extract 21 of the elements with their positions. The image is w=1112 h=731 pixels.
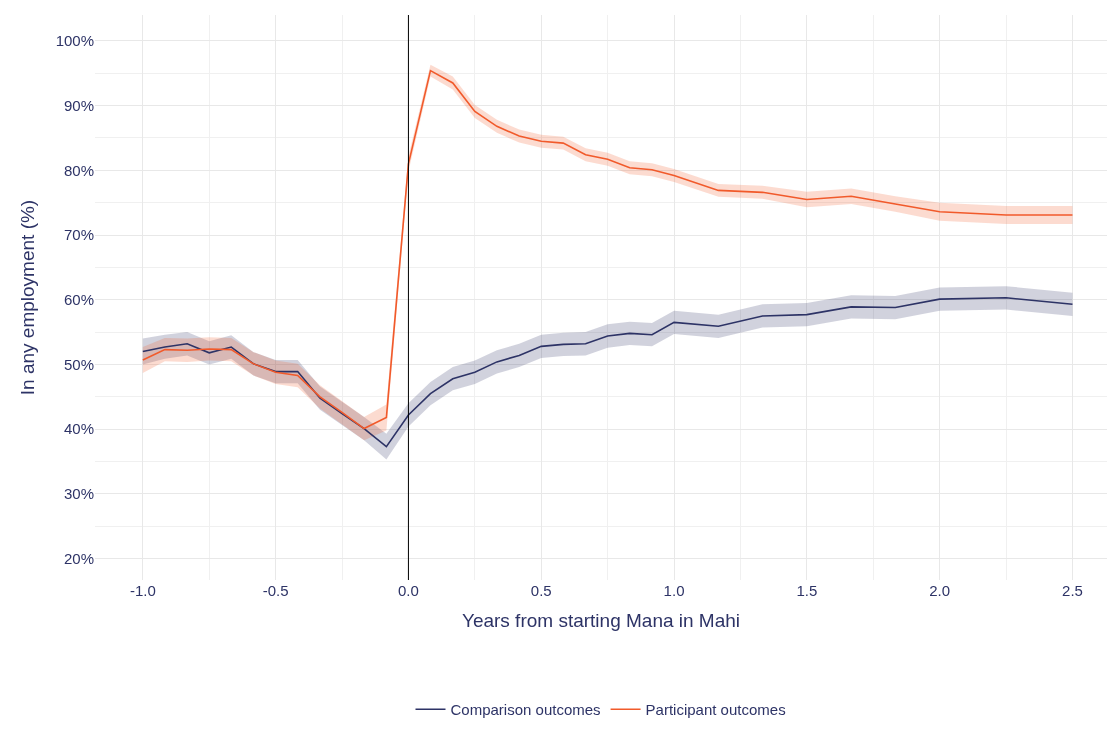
x-tick-label: 0.0 bbox=[398, 582, 419, 599]
y-axis-title: In any employment (%) bbox=[17, 199, 39, 396]
x-tick-label: 1.0 bbox=[663, 582, 685, 599]
x-tick-label: 2.0 bbox=[929, 582, 951, 599]
x-tick-label: -0.5 bbox=[262, 582, 289, 599]
y-tick-label: 50% bbox=[63, 355, 94, 373]
y-tick-label: 90% bbox=[63, 96, 94, 114]
y-tick-label: 80% bbox=[63, 161, 94, 179]
y-tick-label: 100% bbox=[55, 32, 94, 50]
x-tick-label: 1.5 bbox=[796, 582, 818, 599]
legend-label: Participant outcomes bbox=[645, 701, 786, 719]
x-tick-label: 2.5 bbox=[1062, 582, 1083, 599]
x-tick-label: -1.0 bbox=[129, 582, 156, 599]
x-axis-title: Years from starting Mana in Mahi bbox=[461, 609, 741, 631]
y-tick-label: 20% bbox=[63, 549, 94, 567]
y-tick-label: 70% bbox=[63, 226, 94, 244]
x-tick-label: 0.5 bbox=[530, 582, 552, 599]
y-tick-label: 60% bbox=[63, 291, 94, 309]
y-tick-label: 40% bbox=[63, 420, 94, 438]
legend-label: Comparison outcomes bbox=[450, 701, 601, 719]
y-tick-label: 30% bbox=[63, 485, 94, 503]
